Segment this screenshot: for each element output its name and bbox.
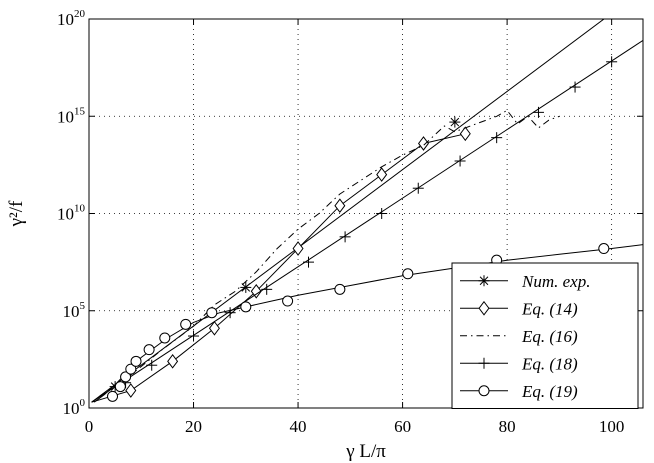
- circle-marker: [114, 381, 126, 393]
- plus-marker: [224, 307, 236, 319]
- plus-marker: [339, 231, 351, 243]
- circle-marker: [107, 390, 119, 402]
- circle-marker: [159, 332, 171, 344]
- legend-item: Eq. (14): [460, 299, 578, 318]
- legend-label: Eq. (19): [521, 382, 578, 401]
- legend-label: Eq. (16): [521, 327, 578, 346]
- plus-marker: [303, 256, 315, 268]
- circle-marker: [334, 283, 346, 295]
- legend-item: Eq. (16): [460, 327, 578, 346]
- plus-marker: [532, 106, 544, 118]
- x-tick-label: 0: [85, 417, 94, 436]
- y-axis-label: γ²/f: [6, 200, 27, 227]
- circle-marker: [598, 243, 610, 255]
- diamond-marker: [459, 126, 471, 142]
- x-tick-label: 100: [599, 417, 625, 436]
- circle-marker: [240, 301, 252, 313]
- series-layer: [91, 19, 643, 403]
- plus-marker: [478, 357, 490, 369]
- circle-marker: [478, 385, 490, 397]
- star-marker: [449, 116, 461, 128]
- x-tick-label: 80: [499, 417, 516, 436]
- diamond-marker: [292, 241, 304, 256]
- plus-marker: [606, 56, 618, 68]
- series-line: [91, 39, 643, 403]
- legend-item: Eq. (19): [460, 382, 578, 401]
- y-tick-label: 1010: [57, 203, 86, 224]
- x-tick-label: 20: [185, 417, 202, 436]
- diamond-marker: [417, 136, 429, 151]
- circle-marker: [125, 363, 137, 375]
- circle-marker: [206, 307, 218, 319]
- series-5: [93, 243, 643, 403]
- plus-marker: [412, 182, 424, 194]
- circle-marker: [180, 318, 192, 330]
- y-tick-label: 1020: [57, 8, 86, 29]
- circle-marker: [143, 344, 155, 356]
- diamond-marker: [334, 198, 346, 214]
- legend-item: Num. exp.: [460, 272, 590, 291]
- circle-marker: [282, 295, 294, 307]
- plus-marker: [376, 208, 388, 219]
- legend: Num. exp. Eq. (14) Eq. (16) Eq. (18) Eq. (19…: [451, 262, 639, 409]
- x-tick-label: 60: [394, 417, 411, 436]
- diamond-marker: [125, 383, 137, 398]
- diamond-marker: [208, 320, 220, 336]
- diamond-marker: [167, 353, 179, 369]
- diamond-marker: [250, 283, 262, 299]
- legend-label: Num. exp.: [521, 272, 590, 291]
- plus-marker: [454, 155, 466, 167]
- series-2: [91, 126, 471, 403]
- legend-label: Eq. (18): [521, 354, 578, 373]
- circle-marker: [120, 371, 132, 383]
- star-marker: [478, 275, 490, 287]
- plus-marker: [491, 132, 503, 144]
- circle-marker: [130, 355, 142, 367]
- y-tick-label: 100: [63, 397, 86, 418]
- series-line: [91, 133, 466, 403]
- x-tick-label: 40: [290, 417, 307, 436]
- series-3: [99, 109, 560, 397]
- plus-marker: [569, 81, 581, 93]
- legend-label: Eq. (14): [521, 299, 578, 318]
- y-tick-label: 105: [63, 300, 86, 321]
- diamond-marker: [478, 300, 490, 316]
- legend-item: Eq. (18): [460, 354, 578, 373]
- star-marker: [240, 281, 252, 293]
- y-tick-label: 1015: [57, 105, 86, 126]
- series-line: [99, 109, 560, 397]
- circle-marker: [402, 268, 414, 280]
- plus-marker: [188, 330, 200, 342]
- plus-marker: [146, 359, 158, 371]
- plus-marker: [261, 283, 273, 295]
- diamond-marker: [376, 167, 388, 182]
- x-axis-label: γ L/π: [345, 441, 386, 462]
